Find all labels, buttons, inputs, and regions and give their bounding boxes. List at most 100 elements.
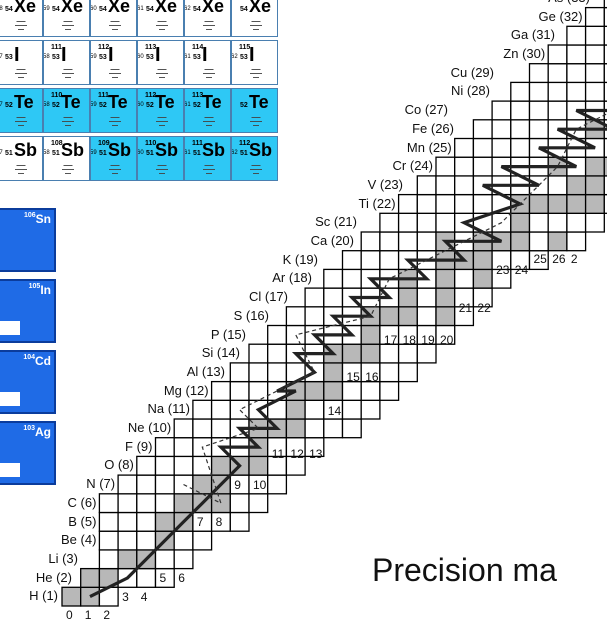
tile-mass-number: 110 <box>51 92 62 99</box>
nuclide-cell <box>473 120 492 139</box>
tile-neutron-number: 59 <box>90 102 97 108</box>
tile-symbol: Xe <box>14 0 36 17</box>
neutron-number-label: 7 <box>197 515 204 529</box>
element-label: Ga (31) <box>511 27 555 42</box>
nuclide-cell <box>361 232 380 251</box>
element-label: B (5) <box>68 514 96 529</box>
tile-neutron-number: 57 <box>0 102 3 108</box>
neutron-number-label: 20 <box>440 333 453 347</box>
tile-fine-print: ▬▬▬ ▬▬▬▬ ▬▬ <box>3 163 39 175</box>
nuclide-cell <box>586 157 605 176</box>
nuclide-cell <box>324 363 343 382</box>
nuclide-cell <box>174 456 193 475</box>
blue-tile-mass: 106 <box>24 212 36 219</box>
neutron-number-label: 26 <box>552 252 565 266</box>
tile-neutron-number: 62 <box>231 150 238 156</box>
nuclide-cell <box>230 382 249 401</box>
nuclide-cell <box>567 232 586 251</box>
nuclide-cell <box>380 251 399 270</box>
nuclide-cell <box>99 550 118 569</box>
nuclide-cell <box>399 195 418 214</box>
tile-symbol: Te <box>108 92 128 113</box>
nuclide-cell <box>305 382 324 401</box>
tile-neutron-number: 62 <box>231 54 238 60</box>
blue-nuclide-tile: 103Ag <box>0 421 56 485</box>
nuclide-cell <box>212 494 231 513</box>
element-label: C (6) <box>68 495 97 510</box>
tile-fine-print: ▬▬▬ ▬▬▬▬ ▬▬ <box>50 67 86 79</box>
nuclide-cell <box>249 494 268 513</box>
tile-fine-print: ▬▬▬ ▬▬▬▬ ▬▬ <box>191 163 227 175</box>
nuclide-cell <box>380 344 399 363</box>
nuclide-cell <box>380 363 399 382</box>
nuclide-cell <box>436 269 455 288</box>
blue-tile-label: 105In <box>29 283 51 297</box>
tile-atomic-number: 51 <box>99 150 107 157</box>
nuclide-cell <box>268 475 287 494</box>
tile-neutron-number: 58 <box>43 54 50 60</box>
tile-symbol: Xe <box>249 0 271 17</box>
tile-fine-print: ▬▬▬ ▬▬▬▬ ▬▬ <box>191 19 227 31</box>
nuclide-cell <box>473 195 492 214</box>
nuclide-tile: I 53 113 60 ▬▬▬ ▬▬▬▬ ▬▬ <box>137 40 184 85</box>
neutron-number-label: 8 <box>216 515 223 529</box>
blue-tile-symbol: Ag <box>35 425 51 439</box>
nuclide-cell <box>249 363 268 382</box>
nuclide-cell <box>156 494 175 513</box>
nuclide-cell <box>417 288 436 307</box>
nuclide-cell <box>174 438 193 457</box>
nuclide-cell <box>399 307 418 326</box>
tile-neutron-number: 60 <box>90 6 97 12</box>
element-label: As (33) <box>548 0 590 5</box>
neutron-number-label: 11 <box>272 447 284 461</box>
nuclide-cell <box>230 494 249 513</box>
nuclide-cell <box>399 232 418 251</box>
nuclide-cell <box>380 382 399 401</box>
tile-atomic-number: 54 <box>240 6 248 13</box>
tile-fine-print: ▬▬▬ ▬▬▬▬ ▬▬ <box>144 19 180 31</box>
nuclide-cell <box>343 344 362 363</box>
tile-symbol: Sb <box>202 140 225 161</box>
nuclide-cell <box>212 382 231 401</box>
nuclide-cell <box>193 531 212 550</box>
nuclide-cell <box>455 176 474 195</box>
nuclide-cell <box>249 382 268 401</box>
neutron-number-label: 22 <box>477 301 490 315</box>
tile-mass-number: 112 <box>98 44 109 51</box>
nuclide-cell <box>343 419 362 438</box>
nuclide-tile: I 53 115 62 ▬▬▬ ▬▬▬▬ ▬▬ <box>231 40 278 85</box>
nuclide-cell <box>305 288 324 307</box>
nuclide-tile: Xe5458▬▬▬▬▬▬▬▬▬ <box>0 0 43 37</box>
nuclide-cell <box>286 400 305 419</box>
neutron-number-label: 2 <box>571 252 578 266</box>
neutron-number-label: 6 <box>178 571 185 585</box>
nuclide-cell <box>530 195 549 214</box>
element-label: Cr (24) <box>393 158 433 173</box>
nuclide-cell <box>511 139 530 158</box>
element-label: Li (3) <box>48 551 78 566</box>
nuclide-cell <box>511 82 530 101</box>
tile-fine-print: ▬▬▬ ▬▬▬▬ ▬▬ <box>3 19 39 31</box>
nuclide-cell <box>249 344 268 363</box>
nuclide-cell <box>156 475 175 494</box>
nuclide-tile: Sb 51 109 59 ▬▬▬ ▬▬▬▬ ▬▬ <box>90 136 137 181</box>
nuclide-cell <box>286 307 305 326</box>
nuclide-cell <box>118 475 137 494</box>
nuclide-cell <box>399 363 418 382</box>
tile-symbol: Xe <box>61 0 83 17</box>
nuclide-cell <box>343 382 362 401</box>
nuclide-tile: Xe 54 61 ▬▬▬ ▬▬▬▬ ▬▬ <box>137 0 184 37</box>
nuclide-cell <box>417 344 436 363</box>
nuclide-cell <box>380 232 399 251</box>
nuclide-cell <box>193 400 212 419</box>
nuclide-tile: Xe 54 59 ▬▬▬ ▬▬▬▬ ▬▬ <box>43 0 90 37</box>
tile-neutron-number: 58 <box>43 150 50 156</box>
nuclide-cell <box>324 288 343 307</box>
tile-fine-print: ▬▬▬ ▬▬▬▬ ▬▬ <box>144 115 180 127</box>
tile-atomic-number: 54 <box>193 6 201 13</box>
tile-neutron-number: 61 <box>184 150 191 156</box>
element-label: Cu (29) <box>451 65 494 80</box>
nuclide-cell <box>548 82 567 101</box>
nuclide-cell <box>361 326 380 345</box>
nuclide-cell <box>492 101 511 120</box>
